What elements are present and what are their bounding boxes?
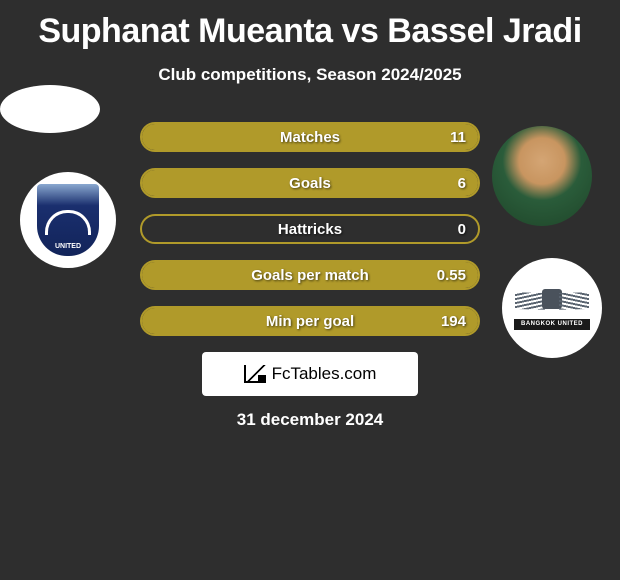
stat-value: 0.55 [437,267,466,284]
stat-bar: Min per goal194 [140,306,480,336]
stat-row: Hattricks0 [0,214,620,244]
date-label: 31 december 2024 [0,410,620,430]
source-logo: FcTables.com [202,352,418,396]
source-logo-text: FcTables.com [272,364,377,384]
stat-value: 0 [458,221,466,238]
stat-bar: Hattricks0 [140,214,480,244]
stat-bar-fill [142,262,478,288]
stats-area: Matches11 Goals6 Hattricks0 Goals per match… [0,122,620,352]
stat-row: Goals6 [0,168,620,198]
stat-value: 6 [458,175,466,192]
subtitle: Club competitions, Season 2024/2025 [0,65,620,85]
stat-bar-fill [142,308,478,334]
stat-row: Goals per match0.55 [0,260,620,290]
stat-value: 11 [450,129,466,146]
stat-label: Hattricks [142,221,478,238]
stat-bar-fill [142,170,478,196]
stat-bar: Matches11 [140,122,480,152]
stat-bar: Goals6 [140,168,480,198]
stat-bar-fill [142,124,478,150]
page-title: Suphanat Mueanta vs Bassel Jradi [0,0,620,51]
stat-row: Min per goal194 [0,306,620,336]
chart-icon [244,365,266,383]
stat-bar: Goals per match0.55 [140,260,480,290]
stat-row: Matches11 [0,122,620,152]
stat-value: 194 [441,313,466,330]
